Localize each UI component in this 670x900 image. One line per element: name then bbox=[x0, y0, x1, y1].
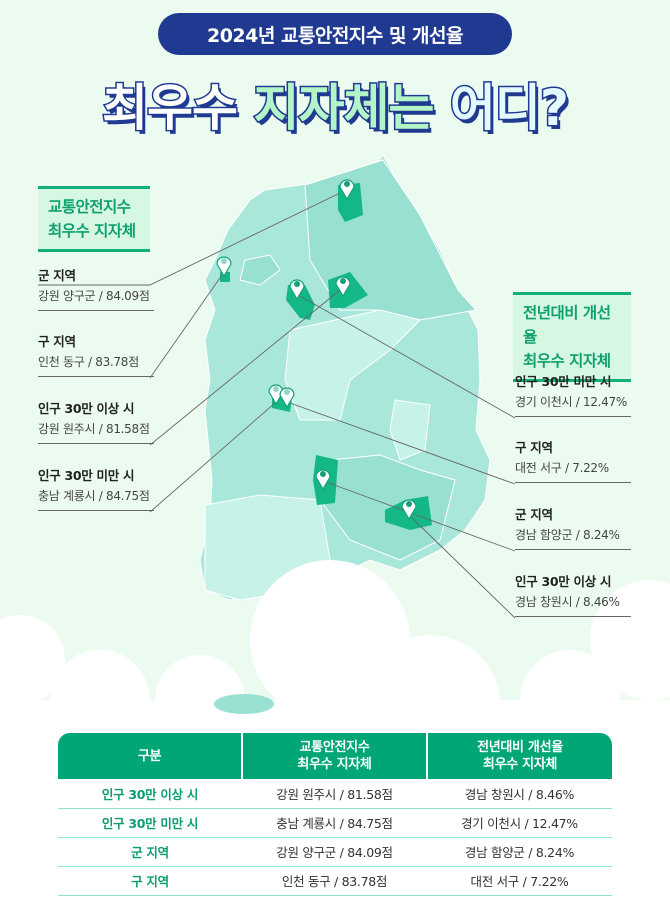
item-category: 구 지역 bbox=[38, 334, 76, 349]
item-value: 경남 함양군 / 8.24% bbox=[515, 528, 620, 542]
pin-icon bbox=[279, 387, 295, 409]
table-row: 인구 30만 이상 시 강원 원주시 / 81.58점 경남 창원시 / 8.46% bbox=[58, 779, 612, 809]
line-seogu bbox=[289, 402, 516, 485]
header-improvement-rate: 전년대비 개선율 최우수 지자체 bbox=[426, 733, 612, 779]
cell-improvement: 경남 창원시 / 8.46% bbox=[427, 779, 612, 809]
title-part2: 지자체는 bbox=[252, 78, 436, 139]
line-incheon bbox=[149, 274, 223, 379]
table-row: 구 지역 인천 동구 / 83.78점 대전 서구 / 7.22% bbox=[58, 866, 612, 896]
line-wonju bbox=[149, 289, 341, 446]
item-value: 경남 창원시 / 8.46% bbox=[515, 595, 620, 609]
item-value: 강원 양구군 / 84.09점 bbox=[38, 289, 150, 303]
pin-icon bbox=[289, 279, 305, 301]
right-heading-box: 전년대비 개선율 최우수 지자체 bbox=[513, 292, 631, 382]
line-yanggu bbox=[38, 192, 341, 286]
line-gyeryong bbox=[149, 402, 276, 513]
cell-category: 군 지역 bbox=[58, 837, 242, 867]
line-changwon bbox=[409, 515, 516, 619]
item-value: 경기 이천시 / 12.47% bbox=[515, 395, 627, 409]
pin-icon bbox=[335, 276, 351, 298]
cell-safety-index: 강원 원주시 / 81.58점 bbox=[242, 779, 427, 809]
item-category: 군 지역 bbox=[515, 507, 553, 522]
pin-icon bbox=[401, 499, 417, 521]
page-title: 최우수 지자체는 어디? bbox=[0, 68, 670, 140]
item-category: 인구 30만 미만 시 bbox=[38, 468, 135, 483]
right-heading-line1: 전년대비 개선율 bbox=[523, 304, 611, 346]
item-value: 인천 동구 / 83.78점 bbox=[38, 355, 139, 369]
item-value: 대전 서구 / 7.22% bbox=[515, 461, 609, 475]
cell-category: 인구 30만 미만 시 bbox=[58, 808, 242, 838]
table-row: 인구 30만 미만 시 충남 계룡시 / 84.75점 경기 이천시 / 12.47… bbox=[58, 808, 612, 838]
jeju-island bbox=[214, 694, 274, 714]
cell-improvement: 경기 이천시 / 12.47% bbox=[427, 808, 612, 838]
table-header-row: 구분 교통안전지수 최우수 지자체 전년대비 개선율 최우수 지자체 bbox=[58, 733, 612, 779]
table-row: 군 지역 강원 양구군 / 84.09점 경남 함양군 / 8.24% bbox=[58, 837, 612, 867]
item-value: 강원 원주시 / 81.58점 bbox=[38, 422, 150, 436]
header-category: 구분 bbox=[58, 733, 242, 779]
cell-safety-index: 충남 계룡시 / 84.75점 bbox=[242, 808, 427, 838]
mainland bbox=[199, 154, 491, 601]
subtitle-pill: 2024년 교통안전지수 및 개선율 bbox=[158, 13, 512, 55]
left-heading-box: 교통안전지수 최우수 지자체 bbox=[38, 186, 150, 252]
item-category: 군 지역 bbox=[38, 268, 76, 283]
cell-safety-index: 강원 양구군 / 84.09점 bbox=[242, 837, 427, 867]
title-part3: 어디? bbox=[448, 78, 570, 139]
header-safety-index: 교통안전지수 최우수 지자체 bbox=[241, 733, 427, 779]
pin-icon bbox=[339, 179, 355, 201]
right-heading-line2: 최우수 지자체 bbox=[523, 352, 611, 370]
cell-improvement: 대전 서구 / 7.22% bbox=[427, 866, 612, 896]
summary-table: 구분 교통안전지수 최우수 지자체 전년대비 개선율 최우수 지자체 인구 30만 … bbox=[58, 733, 612, 896]
item-category: 인구 30만 이상 시 bbox=[515, 574, 612, 589]
left-heading-line2: 최우수 지자체 bbox=[48, 222, 136, 240]
item-category: 인구 30만 이상 시 bbox=[38, 401, 135, 416]
cell-safety-index: 인천 동구 / 83.78점 bbox=[242, 866, 427, 896]
line-hamyang bbox=[325, 481, 516, 552]
item-category: 구 지역 bbox=[515, 440, 553, 455]
item-value: 충남 계룡시 / 84.75점 bbox=[38, 489, 150, 503]
map-pins bbox=[216, 179, 417, 521]
pin-icon bbox=[216, 256, 232, 278]
cell-category: 인구 30만 이상 시 bbox=[58, 779, 242, 809]
title-part1: 최우수 bbox=[101, 78, 240, 139]
line-icheon bbox=[299, 295, 516, 419]
cell-category: 구 지역 bbox=[58, 866, 242, 896]
pin-icon bbox=[315, 469, 331, 491]
item-category: 인구 30만 미만 시 bbox=[515, 374, 612, 389]
left-heading-line1: 교통안전지수 bbox=[48, 198, 131, 216]
leader-lines bbox=[38, 192, 516, 619]
cell-improvement: 경남 함양군 / 8.24% bbox=[427, 837, 612, 867]
